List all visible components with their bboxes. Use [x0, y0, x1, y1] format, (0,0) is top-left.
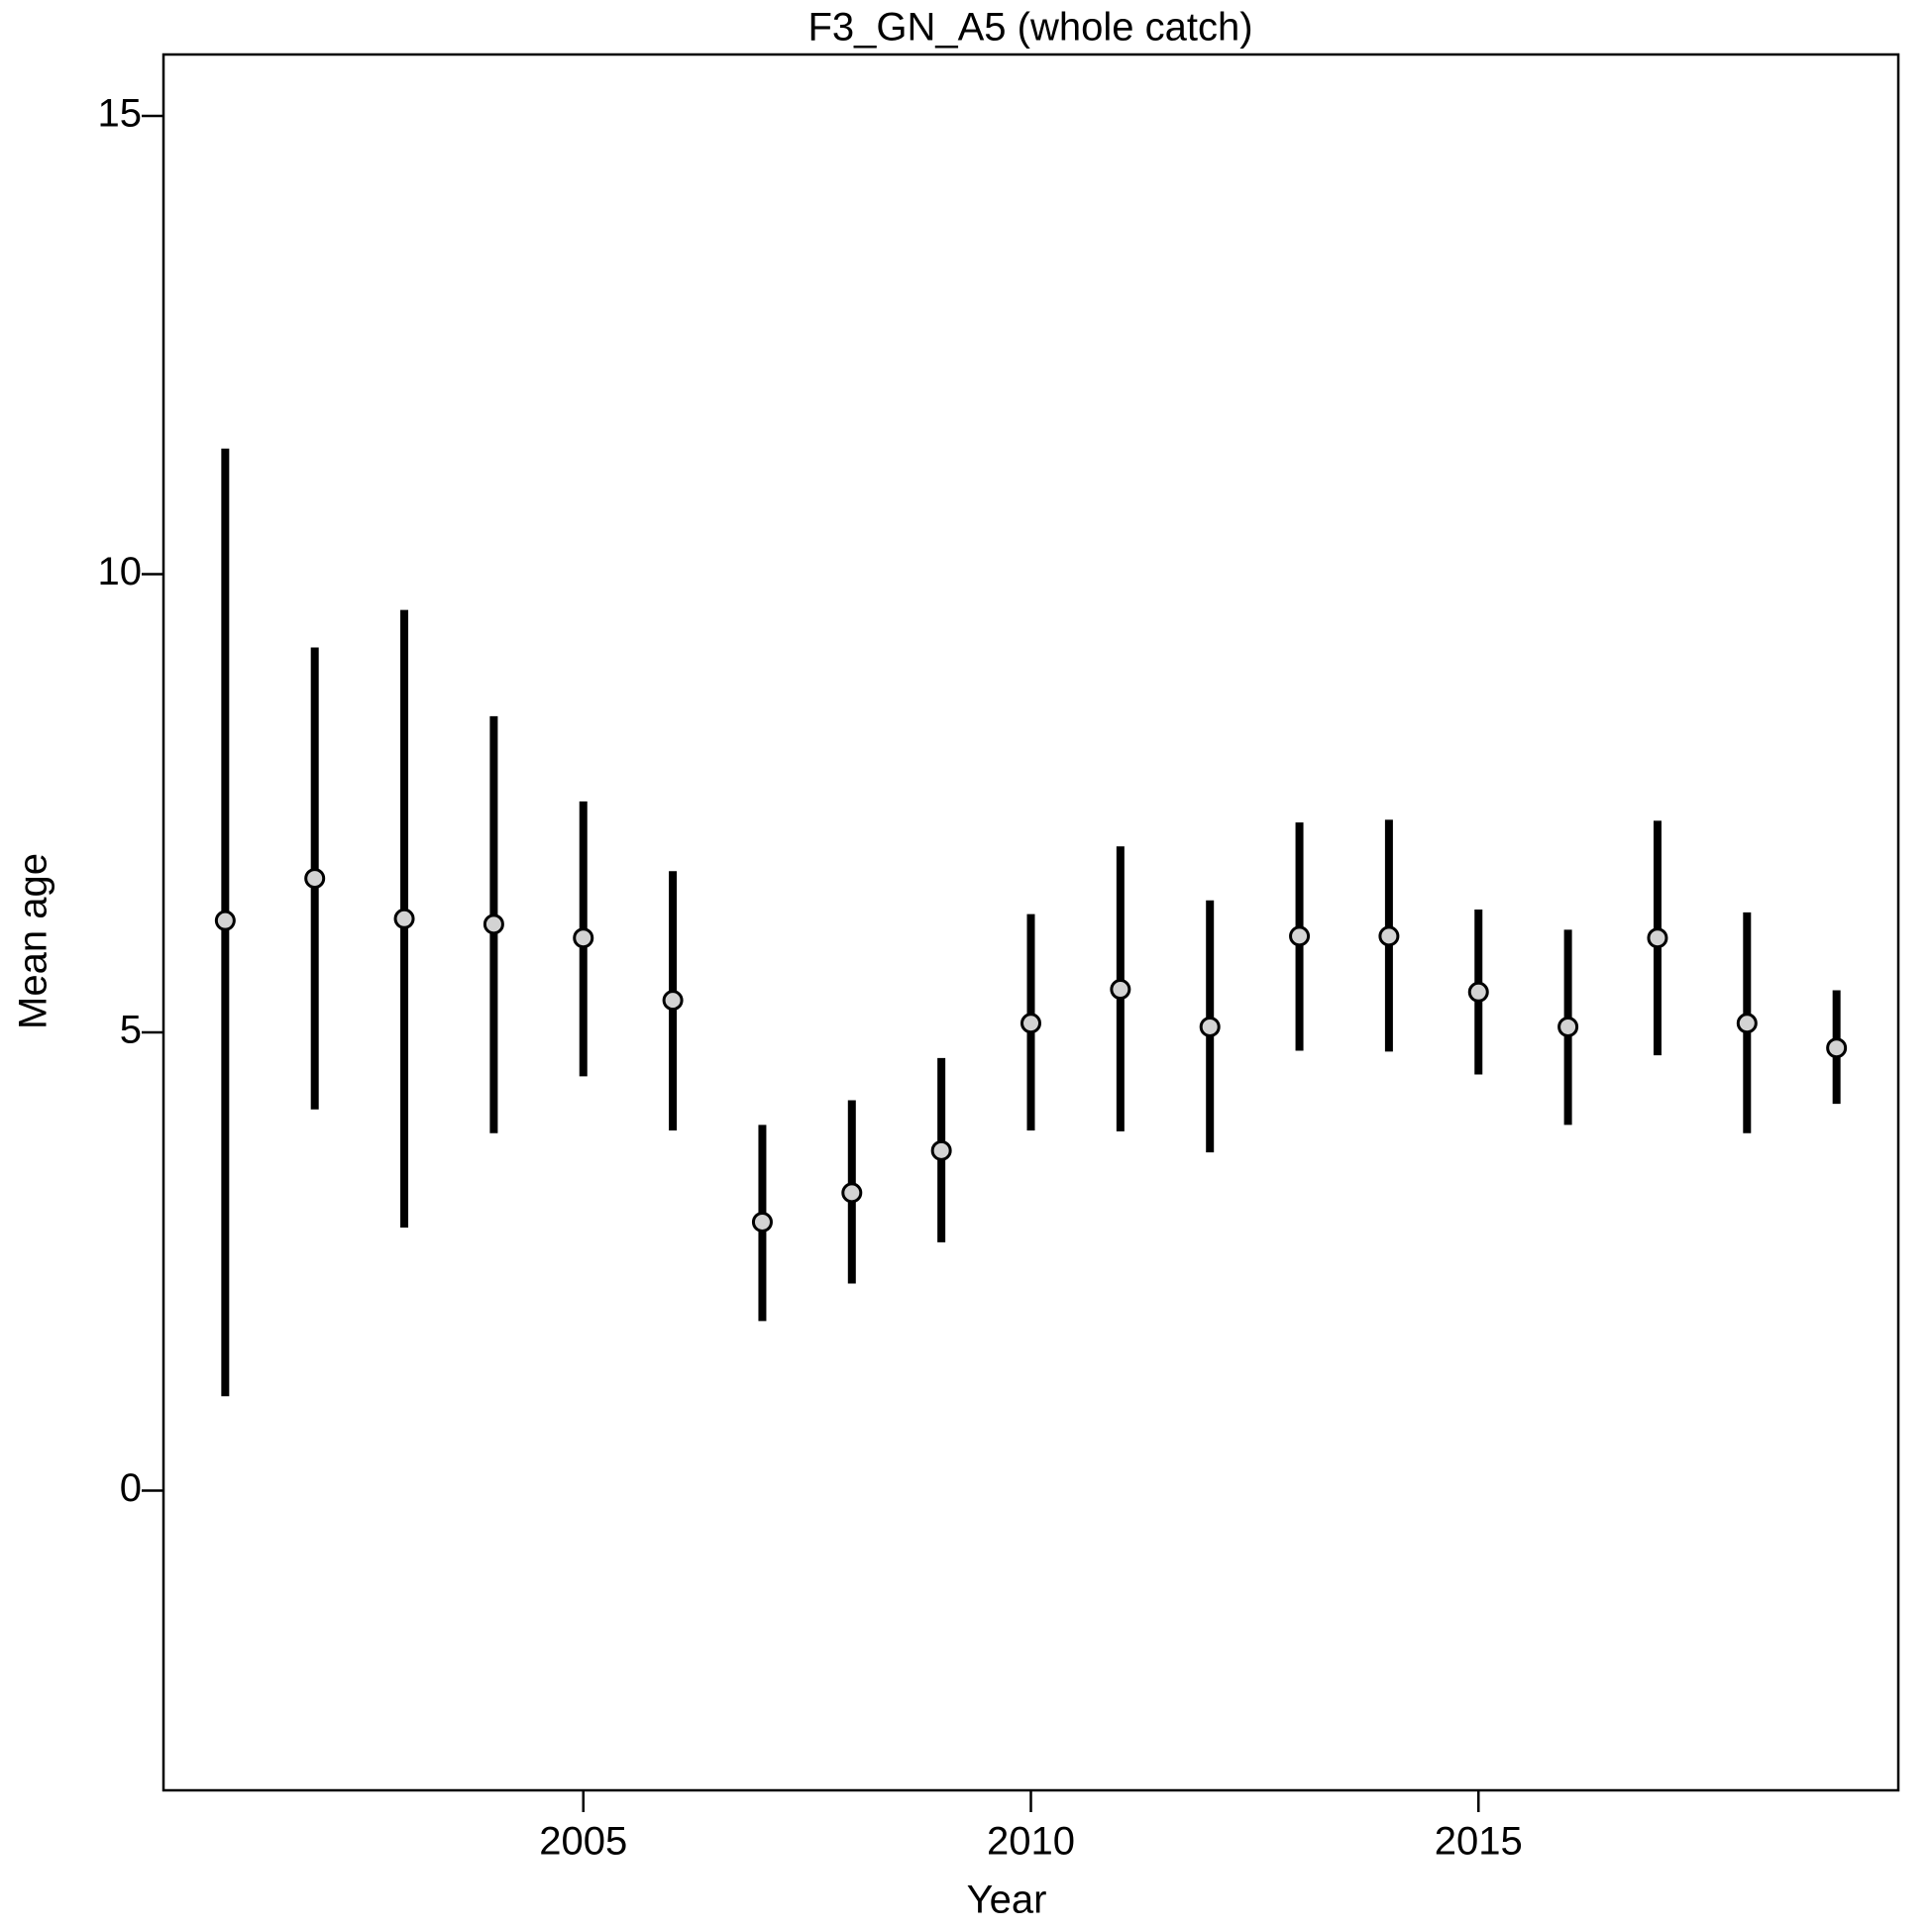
mean-point	[751, 1211, 773, 1233]
mean-point	[1020, 1013, 1041, 1034]
mean-point	[1199, 1016, 1221, 1037]
mean-point	[841, 1182, 863, 1204]
mean-point	[662, 990, 684, 1012]
x-tick-label: 2005	[539, 1820, 627, 1864]
x-tick-label: 2010	[987, 1820, 1075, 1864]
y-tick-label: 10	[98, 550, 143, 593]
mean-point	[930, 1139, 952, 1161]
mean-point	[1110, 979, 1131, 1001]
mean-point	[1647, 927, 1668, 949]
y-tick-label: 5	[120, 1009, 142, 1052]
x-tick-label: 2015	[1435, 1820, 1523, 1864]
mean-point	[214, 910, 236, 931]
mean-point	[393, 908, 415, 929]
y-tick-label: 15	[98, 92, 143, 136]
mean-point	[1557, 1016, 1579, 1037]
mean-point	[1378, 925, 1400, 947]
mean-point	[573, 927, 594, 949]
mean-point	[483, 913, 504, 935]
mean-point	[1736, 1013, 1758, 1034]
y-tick-label: 0	[120, 1466, 142, 1510]
y-axis-label: Mean age	[12, 853, 55, 1029]
mean-point	[1467, 981, 1489, 1003]
mean-point	[1289, 925, 1311, 947]
x-axis-label: Year	[967, 1878, 1047, 1922]
mean-point	[304, 868, 326, 890]
mean-point	[1826, 1037, 1848, 1059]
chart-title: F3_GN_A5 (whole catch)	[807, 6, 1252, 50]
